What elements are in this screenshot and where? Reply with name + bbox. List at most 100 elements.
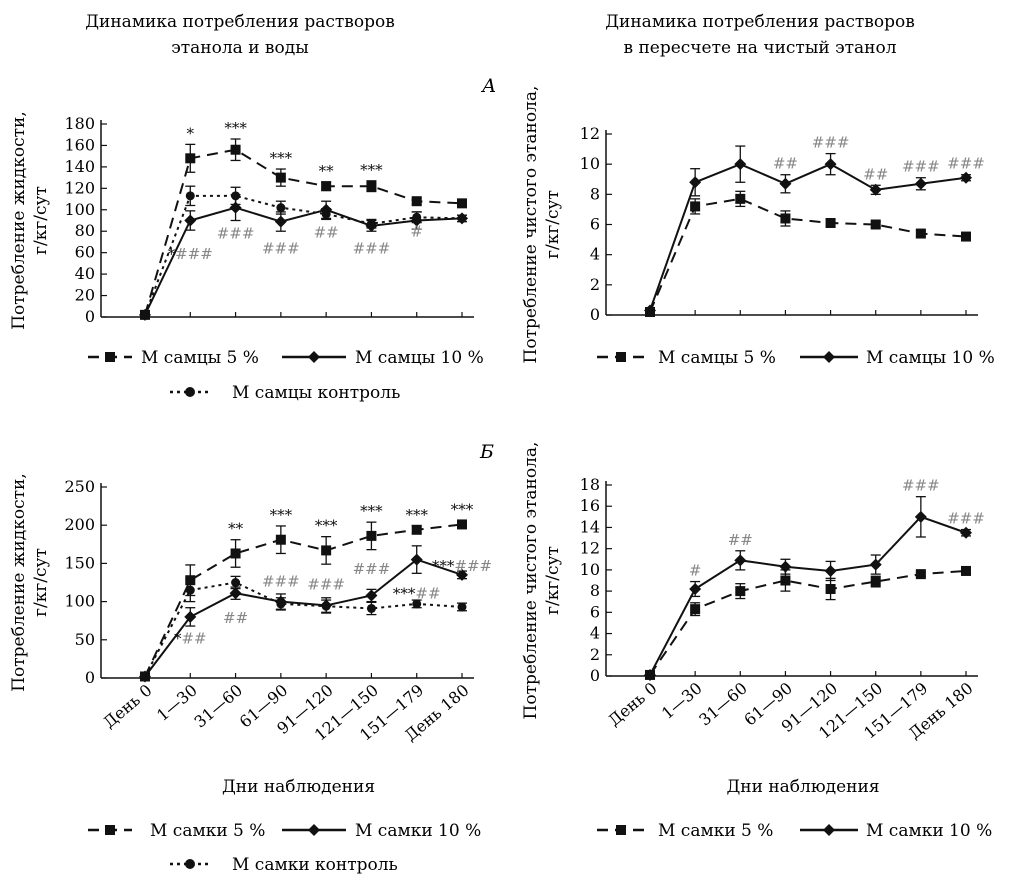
x-axis-label: Дни наблюдения xyxy=(726,777,879,797)
data-point-square xyxy=(275,172,286,183)
y-axis-label: Потребление чистого этанола, г/кг/сут xyxy=(521,86,563,364)
legend-label: М самки 10 % xyxy=(355,821,481,841)
data-point-square xyxy=(690,201,701,212)
data-point-circle xyxy=(366,219,376,229)
y-tick-label: 18 xyxy=(580,475,600,494)
significance-label: ### xyxy=(812,134,850,152)
significance-label: ** xyxy=(228,520,244,538)
data-point-square xyxy=(825,583,836,594)
data-point-circle xyxy=(140,671,150,681)
y-tick-label: 4 xyxy=(590,245,600,264)
data-point-circle xyxy=(457,213,467,223)
data-point-diamond xyxy=(869,183,882,196)
diamond-marker-icon xyxy=(308,351,320,363)
y-tick-label: 50 xyxy=(75,630,95,649)
data-point-square xyxy=(870,219,881,230)
significance-label: ## xyxy=(773,155,798,173)
legend-b-left: М самки 5 % М самки 10 % М самки контрол… xyxy=(88,821,481,875)
legend-b-right: М самки 5 % М самки 10 % xyxy=(597,821,992,841)
significance-part: ## xyxy=(415,585,440,603)
data-point-square xyxy=(275,534,286,545)
y-tick-label: 16 xyxy=(580,496,600,515)
series-line xyxy=(649,163,967,311)
significance-part: # xyxy=(410,223,423,241)
significance-part: *** xyxy=(432,557,455,575)
y-tick-label: 2 xyxy=(590,645,600,664)
legend-label: М самцы 10 % xyxy=(866,348,995,368)
significance-label: *** xyxy=(224,119,247,137)
diamond-marker-icon xyxy=(823,824,835,836)
significance-label: *### xyxy=(168,245,213,263)
significance-part: * xyxy=(168,245,176,263)
data-point-square xyxy=(690,604,701,615)
data-point-diamond xyxy=(229,587,242,600)
data-point-square xyxy=(780,213,791,224)
data-point-diamond xyxy=(184,214,197,227)
significance-part: ### xyxy=(262,240,300,258)
series-0 xyxy=(645,190,971,317)
significance-label: *** xyxy=(451,501,474,519)
data-point-circle xyxy=(276,599,286,609)
y-tick-label: 12 xyxy=(580,539,600,558)
data-point-square xyxy=(230,144,241,155)
data-point-square xyxy=(366,530,377,541)
legend-label: М самцы 5 % xyxy=(658,348,776,368)
significance-label: # xyxy=(689,562,702,580)
significance-label: *** xyxy=(315,517,338,535)
chart-a-left: 0 20 40 60 80 100 120 140 160 180 Потребление жидк… xyxy=(9,111,474,330)
data-point-square xyxy=(321,181,332,192)
significance-part: ### xyxy=(353,560,391,578)
significance-part: * xyxy=(174,630,182,648)
y-tick-label: 8 xyxy=(590,581,600,600)
legend-a-right: М самцы 5 % М самцы 10 % xyxy=(597,348,995,368)
y-tick-label: 40 xyxy=(75,264,95,283)
y-tick-label: 200 xyxy=(64,515,95,534)
significance-part: ### xyxy=(262,572,300,590)
panel-label-a: А xyxy=(480,75,496,97)
data-point-circle xyxy=(321,209,331,219)
legend-label: М самки 10 % xyxy=(866,821,992,841)
data-point-square xyxy=(321,545,332,556)
legend-a-left: М самцы 5 % М самцы 10 % М самцы контрол… xyxy=(88,348,484,403)
series-line xyxy=(144,194,463,316)
significance-label: ***### xyxy=(432,557,492,575)
data-point-diamond xyxy=(410,553,423,566)
x-tick-label: День 0 xyxy=(100,681,156,732)
data-point-square xyxy=(961,565,971,576)
y-tick-label: 12 xyxy=(580,124,600,143)
legend-label: М самки 5 % xyxy=(150,821,265,841)
data-point-square xyxy=(915,569,926,580)
data-point-square xyxy=(870,576,881,587)
y-tick-label: 100 xyxy=(64,592,95,611)
significance-label: *## xyxy=(174,630,207,648)
significance-label: ### xyxy=(947,155,985,173)
significance-label: *** xyxy=(405,506,428,524)
square-marker-icon xyxy=(616,352,626,362)
significance-label: ### xyxy=(262,240,300,258)
circle-marker-icon xyxy=(185,387,195,397)
diamond-marker-icon xyxy=(823,351,835,363)
y-tick-label: 14 xyxy=(580,517,600,536)
y-tick-label: 120 xyxy=(64,178,95,197)
title-left-line-2: этанола и воды xyxy=(171,38,309,58)
data-point-circle xyxy=(140,310,150,320)
y-tick-label: 180 xyxy=(64,114,95,133)
data-point-diamond xyxy=(184,610,197,623)
y-tick-label: 250 xyxy=(64,477,95,496)
y-tick-label: 2 xyxy=(590,275,600,294)
data-point-diamond xyxy=(644,304,656,317)
significance-label: ### xyxy=(902,158,940,176)
series-1 xyxy=(644,145,972,317)
significance-label: ### xyxy=(353,240,391,258)
significance-part: ### xyxy=(175,245,213,263)
data-point-square xyxy=(735,586,746,597)
data-point-square xyxy=(230,548,241,559)
data-point-square xyxy=(457,198,467,209)
data-point-diamond xyxy=(779,560,792,573)
y-tick-label: 10 xyxy=(580,560,600,579)
data-point-circle xyxy=(457,602,467,612)
y-tick-label: 20 xyxy=(75,286,95,305)
data-point-square xyxy=(780,575,791,586)
y-tick-label: 100 xyxy=(64,200,95,219)
